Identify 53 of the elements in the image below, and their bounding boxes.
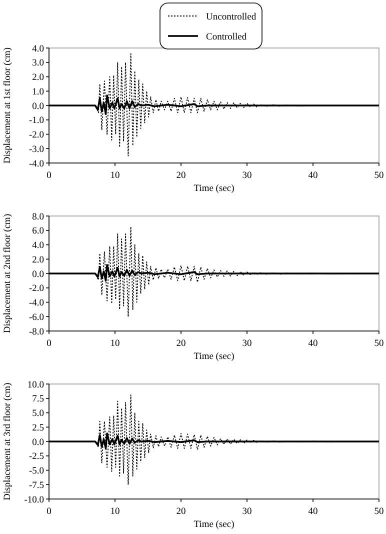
y-tick-label: 4.0 (32, 44, 44, 54)
x-tick-label: 50 (374, 339, 384, 349)
y-tick-label: -2.5 (28, 452, 44, 462)
y-tick-label: -7.5 (28, 480, 44, 491)
x-tick-label: 30 (242, 507, 252, 517)
y-tick-label: 1.0 (32, 87, 44, 98)
y-tick-label: -8.0 (28, 327, 44, 338)
x-tick-label: 20 (176, 339, 186, 349)
y-tick-label: 2.0 (32, 73, 44, 84)
x-tick-label: 30 (242, 339, 252, 349)
y-tick-label: 4.0 (32, 241, 44, 252)
y-tick-label: 2.0 (32, 255, 44, 266)
x-tick-label: 20 (176, 507, 186, 517)
y-tick-label: -2.0 (28, 130, 44, 141)
y-tick-label: 3.0 (32, 58, 44, 69)
y-tick-label: 5.0 (32, 409, 44, 420)
x-tick-label: 50 (374, 171, 384, 181)
x-tick-label: 30 (242, 171, 252, 181)
legend-label: Controlled (206, 32, 247, 42)
y-tick-label: -4.0 (28, 159, 44, 170)
y-tick-label: 0.0 (32, 270, 44, 280)
x-tick-label: 0 (46, 171, 52, 181)
y-tick-label: -4.0 (28, 298, 44, 309)
y-tick-label: -2.0 (28, 284, 44, 294)
x-tick-label: 10 (110, 171, 120, 181)
x-tick-label: 40 (308, 507, 318, 517)
x-tick-label: 0 (46, 507, 52, 517)
y-tick-label: 7.5 (32, 394, 44, 405)
x-axis-title: Time (sec) (194, 184, 234, 194)
y-tick-label: 10.0 (27, 380, 44, 390)
x-tick-label: 40 (308, 171, 318, 181)
x-tick-label: 20 (176, 171, 186, 181)
y-axis-title: Displacement at 3rd floor (cm) (3, 382, 13, 500)
y-tick-label: 6.0 (32, 226, 44, 237)
y-tick-label: -10.0 (24, 495, 44, 506)
y-tick-label: -6.0 (28, 312, 44, 323)
x-axis-title: Time (sec) (194, 352, 234, 362)
x-tick-label: 40 (308, 339, 318, 349)
x-tick-label: 0 (46, 339, 52, 349)
y-tick-label: 0.0 (32, 438, 44, 448)
y-tick-label: -3.0 (28, 144, 44, 155)
x-axis-title: Time (sec) (194, 520, 234, 530)
x-tick-label: 10 (110, 339, 120, 349)
y-axis-title: Displacement at 2nd floor (cm) (3, 214, 13, 334)
y-tick-label: -1.0 (28, 116, 44, 126)
legend-label: Uncontrolled (206, 12, 256, 22)
y-tick-label: -5.0 (28, 466, 44, 477)
y-tick-label: 0.0 (32, 102, 44, 112)
y-axis-title: Displacement at 1st floor (cm) (3, 47, 13, 164)
x-tick-label: 50 (374, 507, 384, 517)
x-tick-label: 10 (110, 507, 120, 517)
y-tick-label: 8.0 (32, 212, 44, 222)
y-tick-label: 2.5 (32, 423, 44, 434)
